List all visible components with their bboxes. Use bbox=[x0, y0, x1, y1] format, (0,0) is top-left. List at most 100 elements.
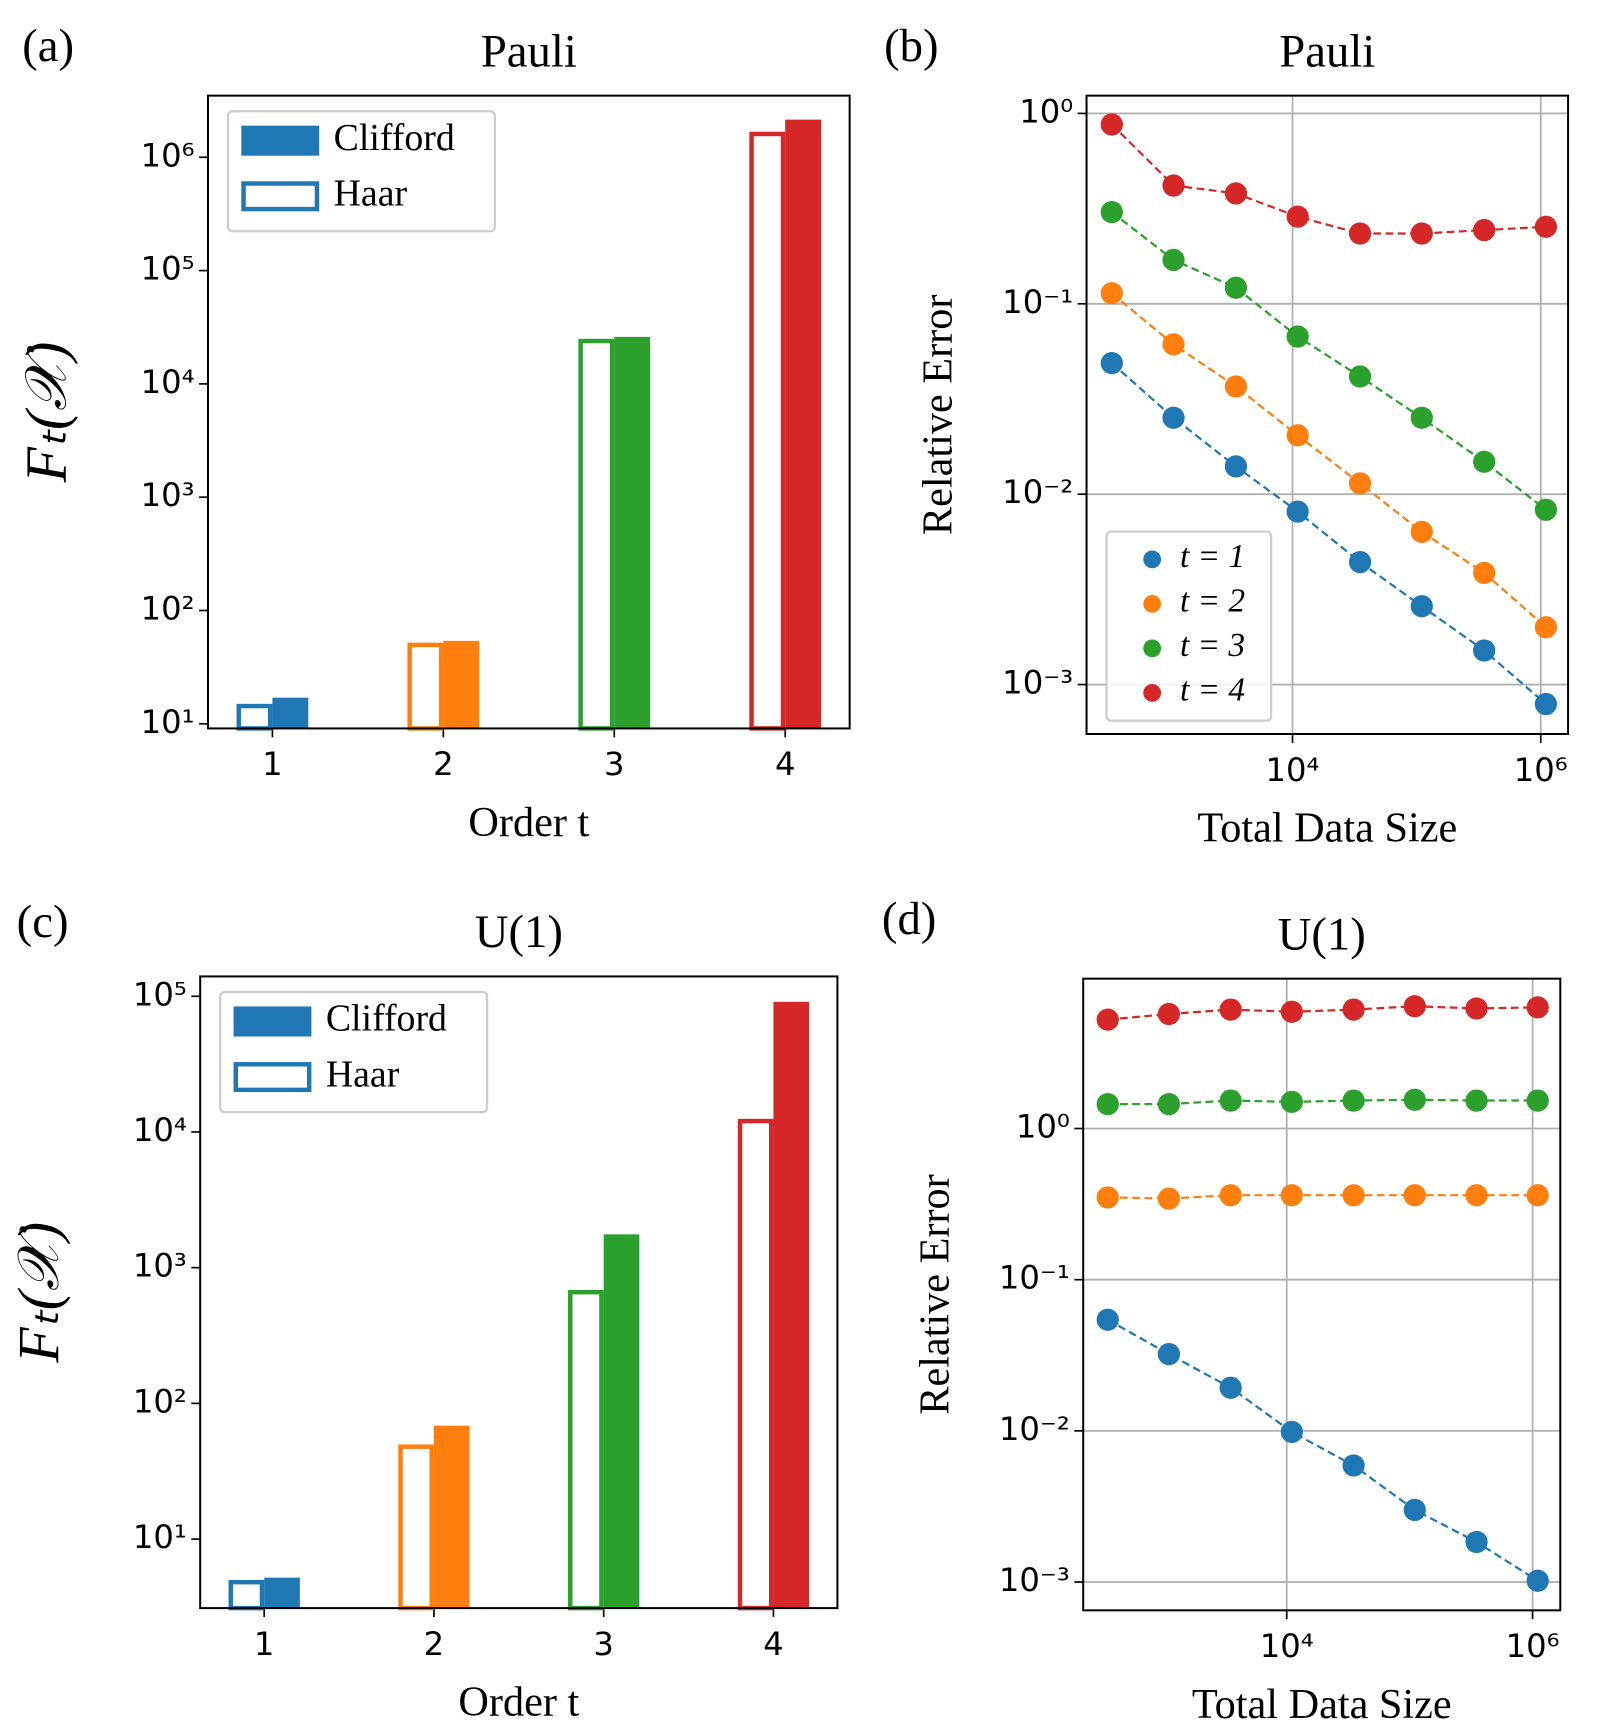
y-tick-label: 10⁻³ bbox=[1002, 664, 1073, 702]
y-tick-label: 10⁻² bbox=[999, 1410, 1070, 1448]
panel-label: (a) bbox=[22, 20, 74, 72]
point bbox=[1157, 1092, 1181, 1116]
legend-marker bbox=[1143, 594, 1162, 613]
bar bbox=[407, 642, 444, 731]
legend-marker bbox=[1143, 639, 1162, 658]
legend-label: t = 4 bbox=[1180, 671, 1245, 708]
y-tick-label: 10⁻³ bbox=[999, 1561, 1070, 1599]
y-tick-label: 10² bbox=[141, 589, 195, 627]
point bbox=[1348, 550, 1372, 574]
series-line bbox=[1107, 1318, 1539, 1582]
y-axis-label: Relative Error bbox=[911, 1174, 958, 1414]
chart-title: Pauli bbox=[481, 25, 577, 77]
point bbox=[1157, 1002, 1181, 1026]
point bbox=[1534, 616, 1558, 639]
point bbox=[1286, 500, 1309, 523]
point bbox=[1403, 1184, 1426, 1207]
point bbox=[1096, 1092, 1119, 1116]
x-tick-label: 3 bbox=[593, 1625, 614, 1663]
bar bbox=[773, 1001, 810, 1609]
bar bbox=[737, 1118, 774, 1611]
series-line bbox=[1111, 292, 1547, 629]
point bbox=[1526, 1569, 1549, 1592]
point bbox=[1465, 997, 1488, 1020]
bar bbox=[785, 119, 822, 729]
point bbox=[1348, 222, 1372, 245]
bar bbox=[398, 1444, 434, 1611]
y-tick-label: 10² bbox=[133, 1382, 187, 1420]
point bbox=[1286, 325, 1309, 348]
point bbox=[1286, 205, 1309, 228]
legend-swatch bbox=[233, 1006, 312, 1037]
legend-label: t = 2 bbox=[1180, 583, 1245, 620]
point bbox=[1403, 995, 1426, 1018]
point bbox=[1280, 1090, 1303, 1114]
x-axis-label: Order t bbox=[468, 799, 589, 846]
chart-title: U(1) bbox=[475, 906, 563, 958]
series-line bbox=[1111, 362, 1547, 705]
point bbox=[1342, 1184, 1365, 1207]
plot-frame bbox=[206, 94, 851, 730]
y-tick-label: 10⁻² bbox=[1002, 473, 1073, 511]
panel-label: (c) bbox=[17, 896, 69, 948]
point bbox=[1473, 639, 1496, 662]
x-tick-label: 2 bbox=[433, 745, 454, 783]
legend-marker bbox=[1143, 550, 1162, 569]
point bbox=[1157, 1342, 1181, 1366]
point bbox=[1526, 1184, 1549, 1207]
point bbox=[1224, 182, 1248, 205]
point bbox=[1100, 201, 1123, 224]
point bbox=[1465, 1089, 1488, 1112]
point bbox=[1100, 282, 1123, 305]
point bbox=[1219, 1376, 1242, 1399]
x-axis-label: Total Data Size bbox=[1192, 1681, 1452, 1728]
point bbox=[1465, 1184, 1488, 1207]
plot-frame bbox=[1082, 977, 1562, 1612]
plot-frame bbox=[1085, 94, 1570, 735]
y-tick-label: 10¹ bbox=[141, 703, 195, 741]
point bbox=[1348, 472, 1372, 495]
bar bbox=[568, 1289, 604, 1611]
point bbox=[1224, 276, 1248, 299]
y-tick-label: 10¹ bbox=[133, 1518, 187, 1556]
legend-label: Haar bbox=[326, 1053, 400, 1095]
panel: (d) U(1) Total Data Size Relative Error 10⁻³… bbox=[882, 893, 1562, 1728]
panel: (b) Pauli Total Data Size Relative Error 10⁻… bbox=[884, 20, 1570, 852]
y-tick-label: 10⁵ bbox=[133, 975, 187, 1013]
x-tick-label: 4 bbox=[775, 745, 796, 783]
point bbox=[1219, 998, 1242, 1021]
y-tick-label: 10⁵ bbox=[141, 250, 195, 288]
legend-label: t = 3 bbox=[1180, 627, 1245, 664]
x-tick-label: 10⁶ bbox=[1506, 1627, 1560, 1665]
chart-title: U(1) bbox=[1278, 908, 1366, 960]
point bbox=[1219, 1089, 1242, 1112]
chart-title: Pauli bbox=[1279, 25, 1375, 77]
legend-box bbox=[1105, 530, 1273, 722]
x-tick-label: 2 bbox=[424, 1625, 445, 1663]
x-axis-label: Order t bbox=[458, 1679, 579, 1726]
y-axis-label: Fₜ(𝒳) bbox=[6, 1222, 71, 1364]
point bbox=[1473, 218, 1496, 242]
x-tick-label: 4 bbox=[763, 1625, 784, 1663]
y-axis-label: Relative Error bbox=[915, 295, 962, 535]
bar bbox=[264, 1577, 300, 1609]
point bbox=[1348, 365, 1372, 388]
bar bbox=[272, 697, 309, 729]
y-tick-label: 10⁴ bbox=[133, 1111, 187, 1149]
point bbox=[1403, 1088, 1426, 1111]
y-tick-label: 10³ bbox=[141, 476, 195, 514]
series-line bbox=[1111, 211, 1547, 511]
legend-swatch bbox=[241, 181, 320, 212]
legend-label: Clifford bbox=[334, 117, 455, 159]
y-tick-label: 10³ bbox=[133, 1247, 187, 1285]
bar bbox=[578, 338, 615, 731]
point bbox=[1473, 450, 1496, 473]
point bbox=[1096, 1186, 1119, 1209]
bar bbox=[614, 336, 651, 729]
point bbox=[1280, 1000, 1303, 1023]
bar bbox=[443, 640, 480, 729]
x-tick-label: 3 bbox=[604, 745, 625, 783]
y-tick-label: 10⁰ bbox=[1019, 92, 1073, 130]
legend-swatch bbox=[233, 1062, 312, 1093]
point bbox=[1224, 455, 1248, 478]
